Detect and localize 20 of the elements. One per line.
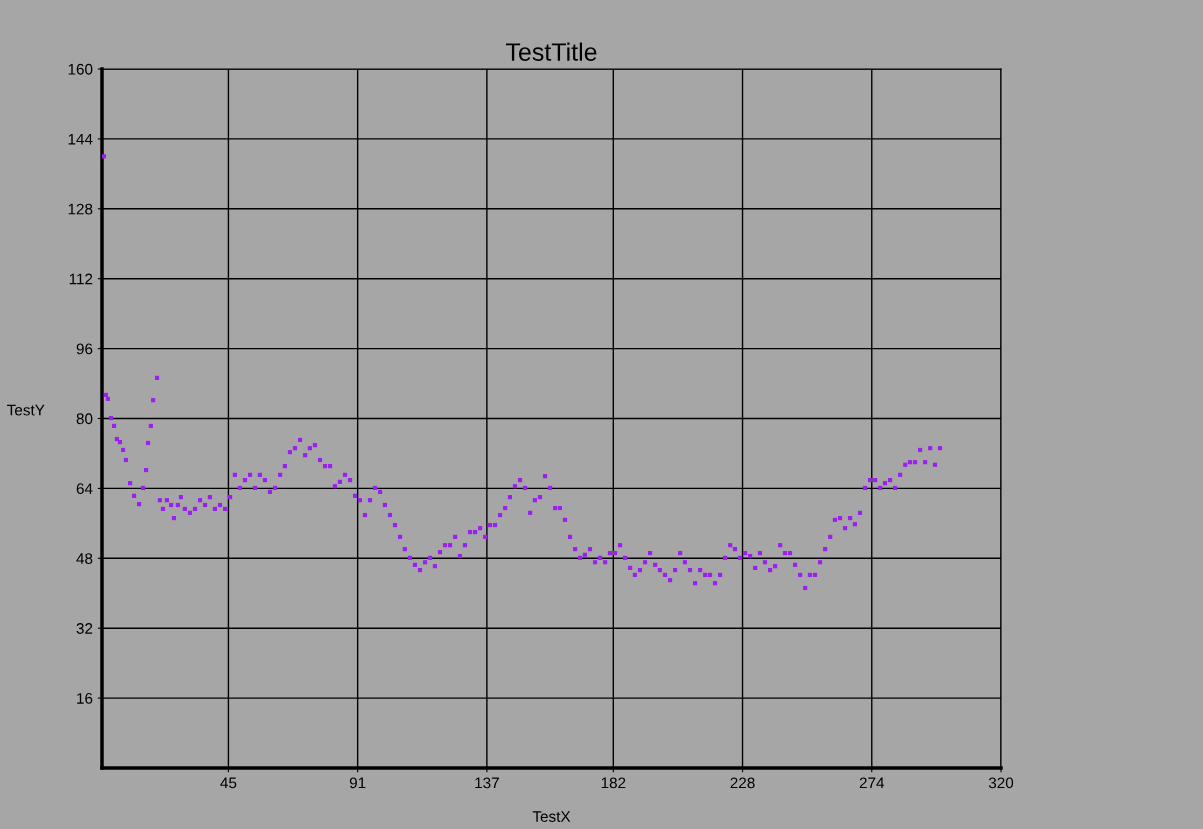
y-tick-label: 32 xyxy=(76,623,93,634)
y-tick-label: 16 xyxy=(77,692,93,704)
y-tick-label: 112 xyxy=(69,273,93,285)
y-tick-label: 48 xyxy=(76,553,93,564)
x-tick-label: 320 xyxy=(988,777,1014,789)
y-axis-title: TestY xyxy=(7,404,45,416)
x-tick-label: 274 xyxy=(859,777,885,789)
x-tick-label: 228 xyxy=(730,777,755,789)
y-tick-label: 64 xyxy=(76,483,93,495)
x-tick-label: 91 xyxy=(349,777,366,789)
y-tick-label: 96 xyxy=(76,343,93,355)
x-axis-title: TestX xyxy=(532,811,571,822)
y-tick-label: 128 xyxy=(68,203,93,215)
y-tick-label: 160 xyxy=(68,63,93,75)
chart-title: TestTitle xyxy=(506,42,597,61)
x-tick-label: 45 xyxy=(220,777,237,789)
x-tick-label: 137 xyxy=(475,777,499,789)
y-tick-label: 144 xyxy=(68,133,93,145)
x-tick-label: 182 xyxy=(601,777,626,789)
y-tick-label: 80 xyxy=(76,413,93,425)
